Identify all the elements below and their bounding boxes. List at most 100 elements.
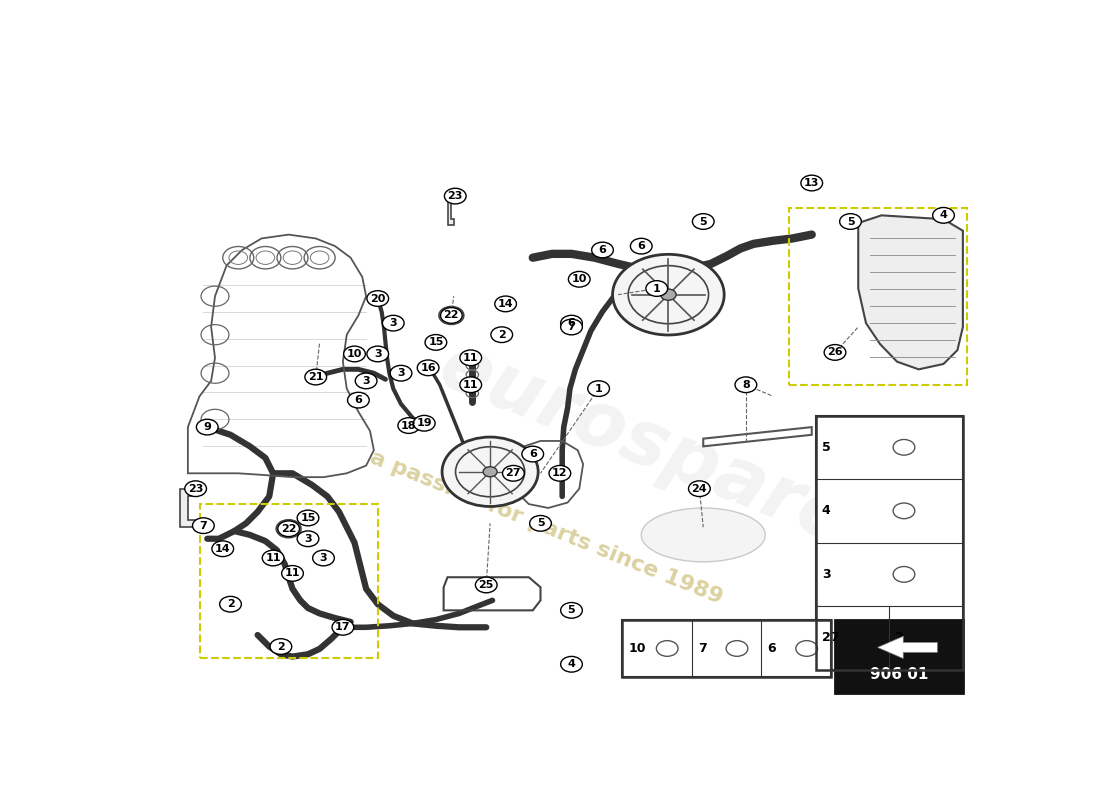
Circle shape — [276, 520, 301, 538]
Text: 2: 2 — [277, 642, 285, 651]
Circle shape — [824, 345, 846, 360]
Text: 3: 3 — [389, 318, 397, 328]
FancyBboxPatch shape — [835, 619, 962, 693]
Text: 12: 12 — [552, 468, 568, 478]
Text: 14: 14 — [498, 299, 514, 309]
Text: 27: 27 — [506, 468, 521, 478]
Circle shape — [491, 327, 513, 342]
Circle shape — [530, 515, 551, 531]
Circle shape — [332, 619, 354, 635]
Circle shape — [613, 254, 724, 335]
Text: 23: 23 — [188, 484, 204, 494]
Text: 24: 24 — [692, 484, 707, 494]
Text: 6: 6 — [637, 241, 646, 251]
Circle shape — [839, 214, 861, 230]
Text: 8: 8 — [742, 380, 750, 390]
Text: 15: 15 — [428, 338, 443, 347]
Circle shape — [367, 346, 388, 362]
Circle shape — [549, 466, 571, 481]
Text: 906 01: 906 01 — [870, 667, 928, 682]
Circle shape — [220, 596, 241, 612]
Circle shape — [561, 319, 582, 335]
Circle shape — [414, 415, 436, 431]
Text: 3: 3 — [397, 368, 405, 378]
Circle shape — [561, 657, 582, 672]
Circle shape — [460, 377, 482, 393]
Circle shape — [446, 311, 458, 320]
Text: 6: 6 — [598, 245, 606, 255]
Circle shape — [305, 370, 327, 385]
Text: 21: 21 — [308, 372, 323, 382]
Circle shape — [212, 541, 233, 557]
Circle shape — [383, 315, 404, 331]
Circle shape — [689, 481, 711, 497]
Text: 6: 6 — [568, 318, 575, 328]
Circle shape — [348, 392, 370, 408]
Text: 3: 3 — [822, 568, 830, 581]
Circle shape — [270, 638, 292, 654]
Text: 10: 10 — [628, 642, 646, 655]
Circle shape — [425, 334, 447, 350]
Circle shape — [262, 550, 284, 566]
Circle shape — [483, 466, 497, 477]
Circle shape — [561, 315, 582, 331]
Text: 10: 10 — [346, 349, 362, 359]
Circle shape — [495, 296, 517, 312]
Circle shape — [444, 188, 466, 204]
Circle shape — [569, 271, 590, 287]
Text: 3: 3 — [320, 553, 328, 563]
Polygon shape — [858, 215, 962, 370]
Circle shape — [661, 289, 676, 300]
Text: 7: 7 — [568, 322, 575, 332]
Circle shape — [439, 306, 464, 325]
Polygon shape — [180, 489, 196, 527]
Circle shape — [197, 419, 218, 435]
Circle shape — [297, 531, 319, 546]
FancyBboxPatch shape — [815, 415, 962, 670]
Circle shape — [440, 308, 462, 323]
Text: 3: 3 — [362, 376, 370, 386]
Text: 14: 14 — [214, 544, 231, 554]
Text: 17: 17 — [336, 622, 351, 632]
Text: 3: 3 — [305, 534, 311, 544]
Circle shape — [592, 242, 614, 258]
Circle shape — [630, 238, 652, 254]
Circle shape — [185, 481, 207, 497]
FancyBboxPatch shape — [621, 619, 832, 678]
Ellipse shape — [641, 508, 766, 562]
Circle shape — [692, 214, 714, 230]
Circle shape — [475, 577, 497, 593]
Circle shape — [442, 437, 538, 506]
Circle shape — [801, 175, 823, 191]
Text: 5: 5 — [537, 518, 544, 528]
Circle shape — [390, 366, 411, 381]
Text: 23: 23 — [448, 191, 463, 201]
Text: 16: 16 — [420, 363, 436, 373]
Circle shape — [561, 602, 582, 618]
Circle shape — [646, 281, 668, 296]
Text: 2: 2 — [895, 631, 904, 644]
Circle shape — [283, 524, 295, 534]
Text: 11: 11 — [463, 380, 478, 390]
Text: 5: 5 — [847, 217, 855, 226]
Text: 27: 27 — [822, 631, 839, 644]
Text: 6: 6 — [354, 395, 362, 405]
Text: 22: 22 — [280, 524, 296, 534]
Text: 25: 25 — [478, 580, 494, 590]
Polygon shape — [878, 636, 937, 658]
Text: 11: 11 — [285, 568, 300, 578]
Text: 11: 11 — [265, 553, 280, 563]
Text: 5: 5 — [700, 217, 707, 226]
Circle shape — [312, 550, 334, 566]
Text: 1: 1 — [595, 383, 603, 394]
Circle shape — [460, 350, 482, 366]
Text: 20: 20 — [370, 294, 385, 303]
Text: 6: 6 — [768, 642, 777, 655]
Text: 10: 10 — [572, 274, 587, 284]
Circle shape — [192, 518, 215, 534]
Text: 1: 1 — [653, 283, 661, 294]
Text: 7: 7 — [697, 642, 706, 655]
Text: 13: 13 — [804, 178, 820, 188]
Polygon shape — [448, 196, 453, 226]
Text: 2: 2 — [227, 599, 234, 610]
